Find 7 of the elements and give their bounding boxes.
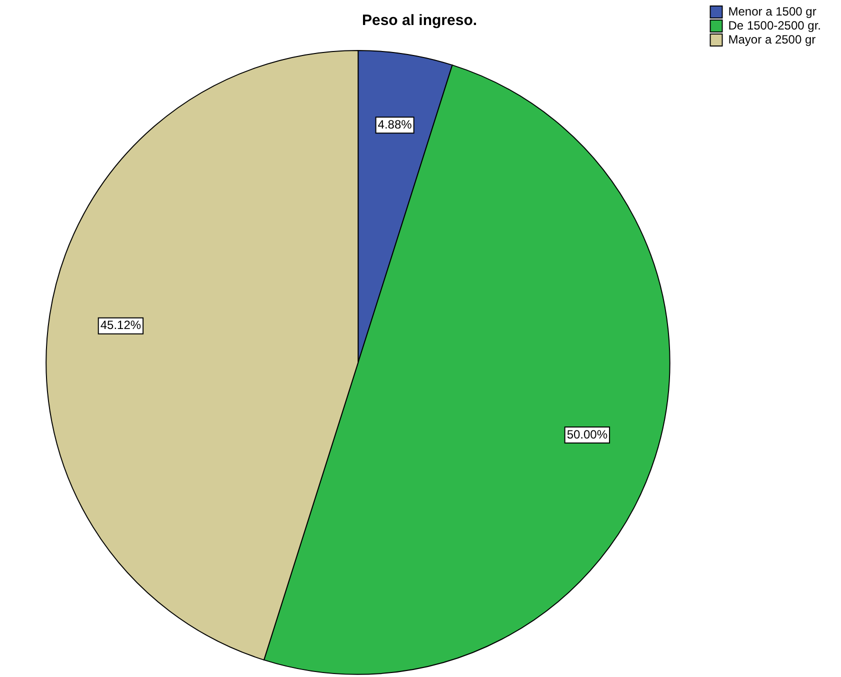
text: Peso al ingreso. — [362, 12, 478, 30]
data-label: 4.88% — [378, 117, 412, 132]
data-label: 45.12% — [100, 318, 142, 332]
legend-label: Menor a 1500 gr — [728, 4, 816, 18]
data-label: 50.00% — [566, 427, 608, 442]
legend-label: De 1500-2500 gr. — [728, 18, 822, 32]
legend-label: Mayor a 2500 gr — [728, 32, 816, 46]
